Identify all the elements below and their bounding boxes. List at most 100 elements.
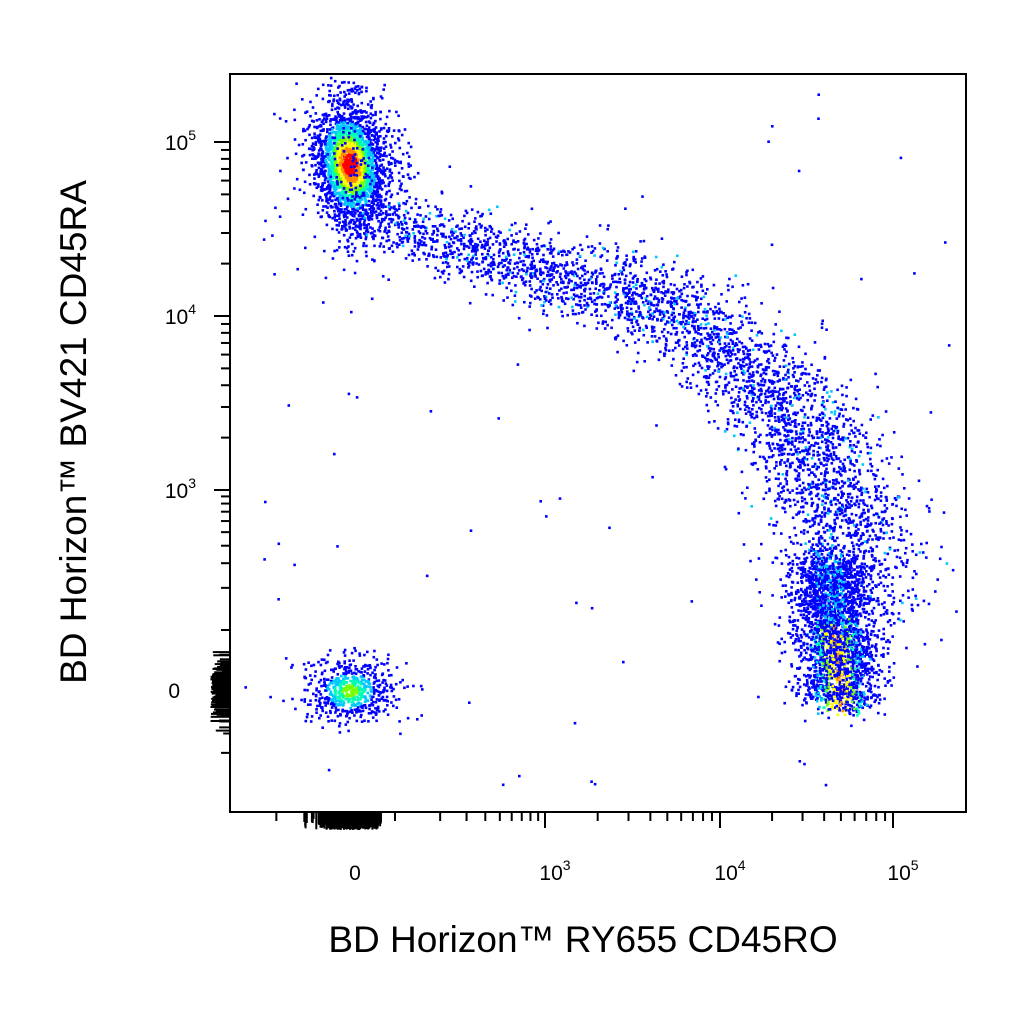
event-dot [727, 288, 730, 292]
event-dot [312, 182, 316, 185]
event-dot [356, 117, 359, 121]
event-dot [805, 372, 808, 376]
event-dot [345, 135, 348, 138]
event-dot [712, 351, 716, 354]
event-dot [910, 603, 914, 607]
event-dot [682, 311, 686, 314]
event-dot [852, 547, 856, 551]
event-dot [391, 250, 395, 253]
event-dot [791, 453, 794, 456]
event-dot [848, 533, 851, 536]
event-dot [319, 170, 322, 173]
event-dot [662, 263, 665, 266]
event-dot [446, 262, 450, 265]
event-dot [823, 414, 826, 417]
event-dot [826, 542, 830, 546]
event-dot [373, 229, 376, 233]
event-dot [881, 477, 885, 481]
event-dot [412, 252, 416, 255]
event-dot [369, 169, 373, 173]
event-dot [286, 156, 289, 160]
event-dot [467, 239, 471, 243]
event-dot [673, 315, 677, 319]
event-dot [560, 287, 563, 291]
event-dot [384, 145, 388, 148]
event-dot [838, 501, 841, 505]
event-dot [629, 271, 632, 275]
event-dot [322, 188, 326, 191]
event-dot [510, 223, 514, 227]
event-dot [820, 560, 824, 564]
event-dot [339, 153, 342, 157]
event-dot [357, 202, 360, 206]
event-dot [384, 184, 387, 188]
event-dot [798, 388, 801, 391]
event-dot [803, 463, 806, 467]
event-dot [876, 443, 879, 447]
event-dot [802, 427, 806, 431]
event-dot [523, 245, 526, 248]
event-dot [360, 101, 364, 105]
event-dot [641, 301, 645, 304]
event-dot [841, 393, 844, 397]
event-dot [782, 452, 786, 456]
event-dot [880, 510, 884, 514]
event-dot [744, 497, 747, 500]
event-dot [383, 173, 387, 176]
event-dot [347, 194, 350, 197]
event-dot [684, 322, 687, 326]
event-dot [798, 478, 801, 481]
event-dot [802, 532, 806, 535]
event-dot [844, 507, 847, 511]
event-dot [351, 213, 354, 217]
event-dot [791, 440, 794, 443]
event-dot [331, 155, 335, 158]
event-dot [370, 201, 374, 204]
event-dot [683, 283, 686, 286]
event-dot [874, 534, 877, 537]
event-dot [348, 184, 351, 187]
event-dot [889, 594, 892, 597]
event-dot [406, 211, 410, 215]
event-dot [728, 277, 731, 281]
event-dot [786, 409, 789, 412]
event-dot [872, 564, 876, 567]
event-dot [724, 384, 727, 387]
event-dot [613, 291, 617, 294]
event-dot [391, 135, 394, 138]
event-dot [717, 385, 721, 388]
event-dot [362, 143, 366, 146]
event-dot [735, 343, 739, 347]
event-dot [340, 159, 344, 162]
event-dot [748, 362, 751, 366]
event-dot [796, 500, 800, 504]
event-dot [518, 230, 522, 233]
event-dot [326, 130, 329, 134]
event-dot [353, 146, 357, 150]
event-dot [803, 421, 807, 425]
event-dot [343, 155, 346, 158]
event-dot [732, 329, 735, 333]
event-dot [655, 307, 658, 310]
event-dot [882, 574, 885, 578]
event-dot [584, 259, 587, 262]
event-dot [484, 256, 488, 259]
event-dot [411, 259, 414, 262]
event-dot [442, 225, 446, 228]
event-dot [777, 415, 780, 419]
event-dot [515, 232, 518, 235]
event-dot [866, 451, 870, 455]
event-dot [467, 262, 470, 265]
event-dot [736, 403, 739, 406]
event-dot [327, 84, 330, 87]
event-dot [838, 472, 842, 476]
event-dot [343, 95, 346, 98]
event-dot [315, 186, 319, 190]
event-dot [940, 545, 943, 549]
event-dot [293, 108, 296, 112]
event-dot [489, 212, 493, 215]
event-dot [731, 340, 734, 343]
event-dot [691, 294, 694, 298]
event-dot [501, 265, 505, 268]
event-dot [781, 345, 785, 348]
